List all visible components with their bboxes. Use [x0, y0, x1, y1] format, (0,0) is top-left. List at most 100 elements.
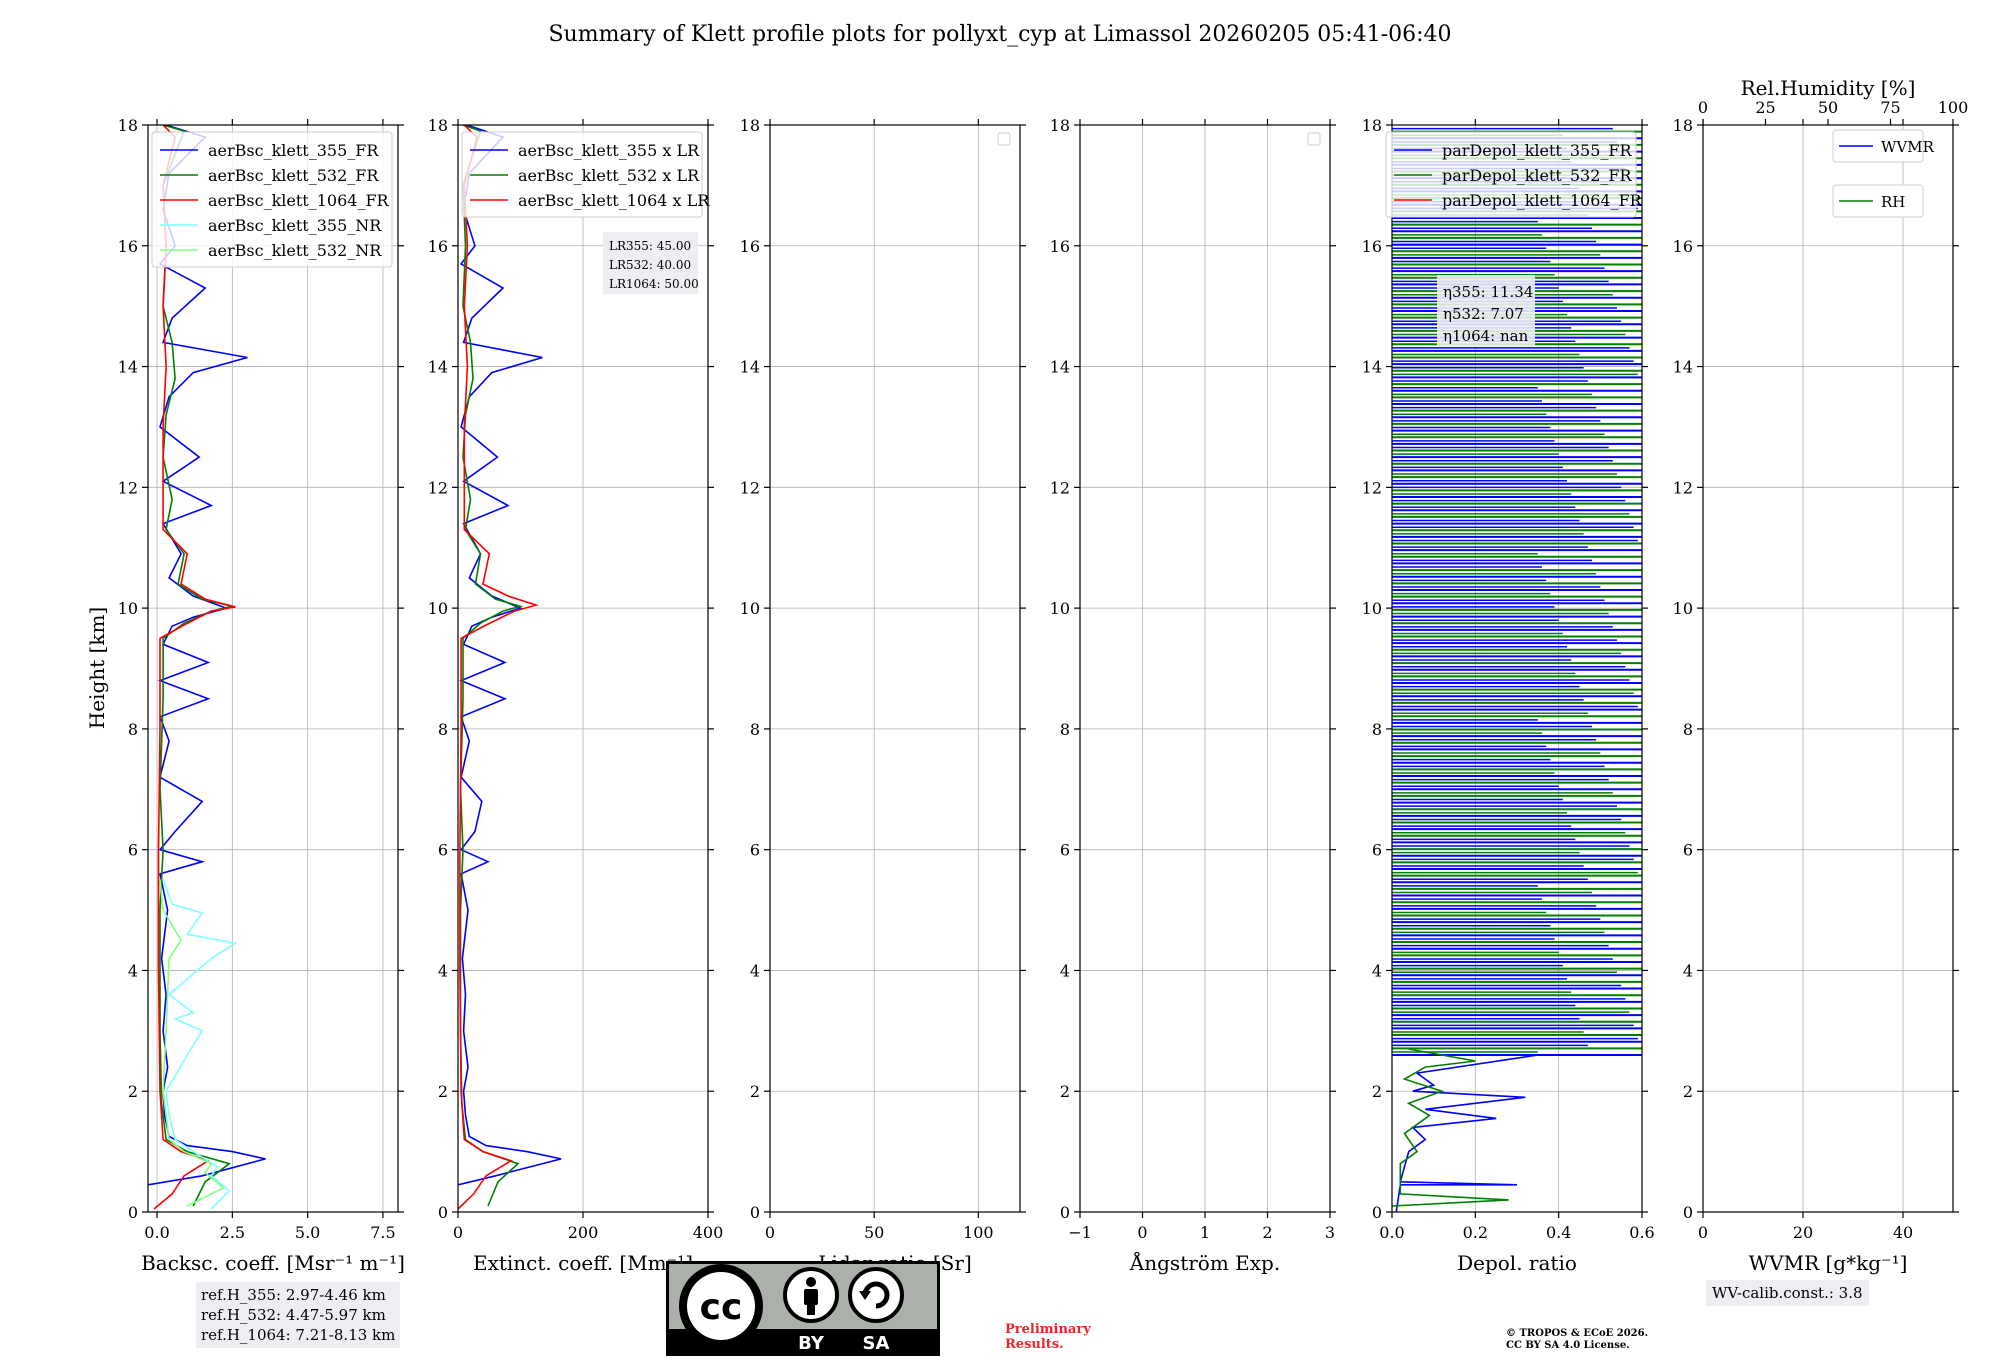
y-tick-label: 14 — [118, 358, 138, 377]
y-tick-label: 6 — [438, 841, 448, 860]
legend-label: WVMR — [1881, 138, 1935, 156]
axes-frame — [1702, 124, 1954, 1213]
y-tick-label: 12 — [118, 478, 138, 497]
x-tick-label: 50 — [864, 1223, 884, 1242]
x-tick-label: 0.0 — [144, 1223, 169, 1242]
y-tick-label: 18 — [1673, 116, 1693, 135]
x-tick-label: 0 — [765, 1223, 775, 1242]
legend-label: parDepol_klett_532_FR — [1442, 166, 1633, 185]
y-tick-label: 4 — [750, 961, 760, 980]
x-tick-label: 7.5 — [370, 1223, 395, 1242]
eta-text: η532: 7.07 — [1443, 305, 1524, 323]
y-tick-label: 14 — [740, 358, 760, 377]
y-tick-label: 14 — [428, 358, 448, 377]
ref-height-355: ref.H_355: 2.97-4.46 km — [201, 1286, 386, 1304]
eta-text: η1064: nan — [1443, 327, 1529, 345]
lidar-ratio-box — [603, 232, 698, 294]
y-tick-label: 2 — [1372, 1082, 1382, 1101]
y-tick-label: 2 — [1683, 1082, 1693, 1101]
y-tick-label: 2 — [750, 1082, 760, 1101]
preliminary-line-1: Preliminary — [1005, 1322, 1091, 1337]
y-tick-label: 4 — [1683, 961, 1693, 980]
series-line-aerBsc_klett_355 x LR — [458, 125, 562, 1186]
series-line-aerBsc_klett_532_NR — [159, 879, 225, 1207]
y-tick-label: 14 — [1050, 358, 1070, 377]
series-group — [458, 125, 562, 1210]
y-tick-label: 0 — [1683, 1203, 1693, 1222]
x-axis-label: Backsc. coeff. [Msr⁻¹ m⁻¹] — [141, 1251, 405, 1275]
y-tick-label: 12 — [740, 478, 760, 497]
legend-label: RH — [1881, 193, 1905, 211]
y-tick-label: 12 — [1673, 478, 1693, 497]
copyright-note: © TROPOS & ECoE 2026. CC BY SA 4.0 Licen… — [1506, 1328, 1648, 1352]
y-tick-label: 2 — [1060, 1082, 1070, 1101]
x-tick-label: 0 — [453, 1223, 463, 1242]
x-tick-label: 0 — [1137, 1223, 1147, 1242]
x-tick-label: 20 — [1793, 1223, 1813, 1242]
y-tick-label: 8 — [128, 720, 138, 739]
panel-3: 024681012141618050100Lidar ratio [Sr] — [740, 116, 1026, 1275]
y-tick-label: 18 — [428, 116, 448, 135]
x-tick-label: 2 — [1262, 1223, 1272, 1242]
x-tick-label: 5.0 — [295, 1223, 320, 1242]
series-line-aerBsc_klett_355_NR — [162, 879, 238, 1210]
top-x-tick-label: 75 — [1880, 98, 1900, 117]
figure-title: Summary of Klett profile plots for polly… — [548, 22, 1452, 47]
y-tick-label: 0 — [1060, 1203, 1070, 1222]
y-tick-label: 0 — [128, 1203, 138, 1222]
y-tick-label: 6 — [1372, 841, 1382, 860]
y-tick-label: 18 — [1362, 116, 1382, 135]
y-tick-label: 16 — [740, 237, 760, 256]
lidar-ratio-text: LR532: 40.00 — [609, 258, 691, 272]
y-tick-label: 12 — [1050, 478, 1070, 497]
x-tick-label: 400 — [693, 1223, 724, 1242]
x-tick-label: 3 — [1325, 1223, 1335, 1242]
eta-box — [1437, 275, 1535, 347]
y-tick-label: 0 — [750, 1203, 760, 1222]
badge-sa-text: SA — [863, 1333, 890, 1354]
y-tick-label: 6 — [1060, 841, 1070, 860]
y-tick-label: 18 — [1050, 116, 1070, 135]
y-tick-label: 0 — [438, 1203, 448, 1222]
x-tick-label: 100 — [963, 1223, 994, 1242]
top-x-tick-label: 100 — [1938, 98, 1969, 117]
y-tick-label: 10 — [428, 599, 448, 618]
top-x-tick-label: 25 — [1755, 98, 1775, 117]
x-tick-label: 40 — [1893, 1223, 1913, 1242]
wv-calibration-box: WV-calib.const.: 3.8 — [1706, 1280, 1869, 1306]
y-tick-label: 16 — [1362, 237, 1382, 256]
legend-box — [151, 131, 393, 268]
x-tick-label: 200 — [568, 1223, 599, 1242]
copyright-line-2: CC BY SA 4.0 License. — [1506, 1340, 1630, 1351]
series-line-aerBsc_klett_1064_FR — [153, 125, 236, 1210]
y-tick-label: 18 — [740, 116, 760, 135]
top-x-tick-label: 0 — [1698, 98, 1708, 117]
empty-legend-box — [1307, 132, 1321, 146]
legend-box — [1385, 131, 1637, 218]
copyright-line-1: © TROPOS & ECoE 2026. — [1506, 1328, 1649, 1339]
y-tick-label: 16 — [428, 237, 448, 256]
y-axis-label: Height [km] — [85, 607, 109, 729]
y-tick-label: 16 — [1673, 237, 1693, 256]
eta-text: η355: 11.34 — [1443, 283, 1533, 301]
y-tick-label: 10 — [1050, 599, 1070, 618]
legend-label: parDepol_klett_355_FR — [1442, 141, 1633, 160]
axes-frame — [769, 124, 1021, 1213]
legend-box — [1832, 129, 1924, 163]
legend-label: aerBsc_klett_532_NR — [208, 241, 382, 260]
ref-height-532: ref.H_532: 4.47-5.97 km — [201, 1306, 386, 1324]
x-axis-label: Depol. ratio — [1457, 1251, 1577, 1275]
legend-box — [461, 131, 703, 218]
legend-label: aerBsc_klett_532_FR — [208, 166, 379, 185]
badge-by-text: BY — [798, 1333, 825, 1354]
series-line-parDepol_klett_532_FR — [1392, 1048, 1509, 1207]
legend-label: aerBsc_klett_355_FR — [208, 141, 379, 160]
y-tick-label: 18 — [118, 116, 138, 135]
x-tick-label: 0 — [1698, 1223, 1708, 1242]
top-x-axis-label: Rel.Humidity [%] — [1741, 76, 1916, 100]
y-tick-label: 16 — [1050, 237, 1070, 256]
y-tick-label: 6 — [750, 841, 760, 860]
series-line-aerBsc_klett_532 x LR — [459, 125, 524, 1207]
ref-height-1064: ref.H_1064: 7.21-8.13 km — [201, 1326, 396, 1344]
